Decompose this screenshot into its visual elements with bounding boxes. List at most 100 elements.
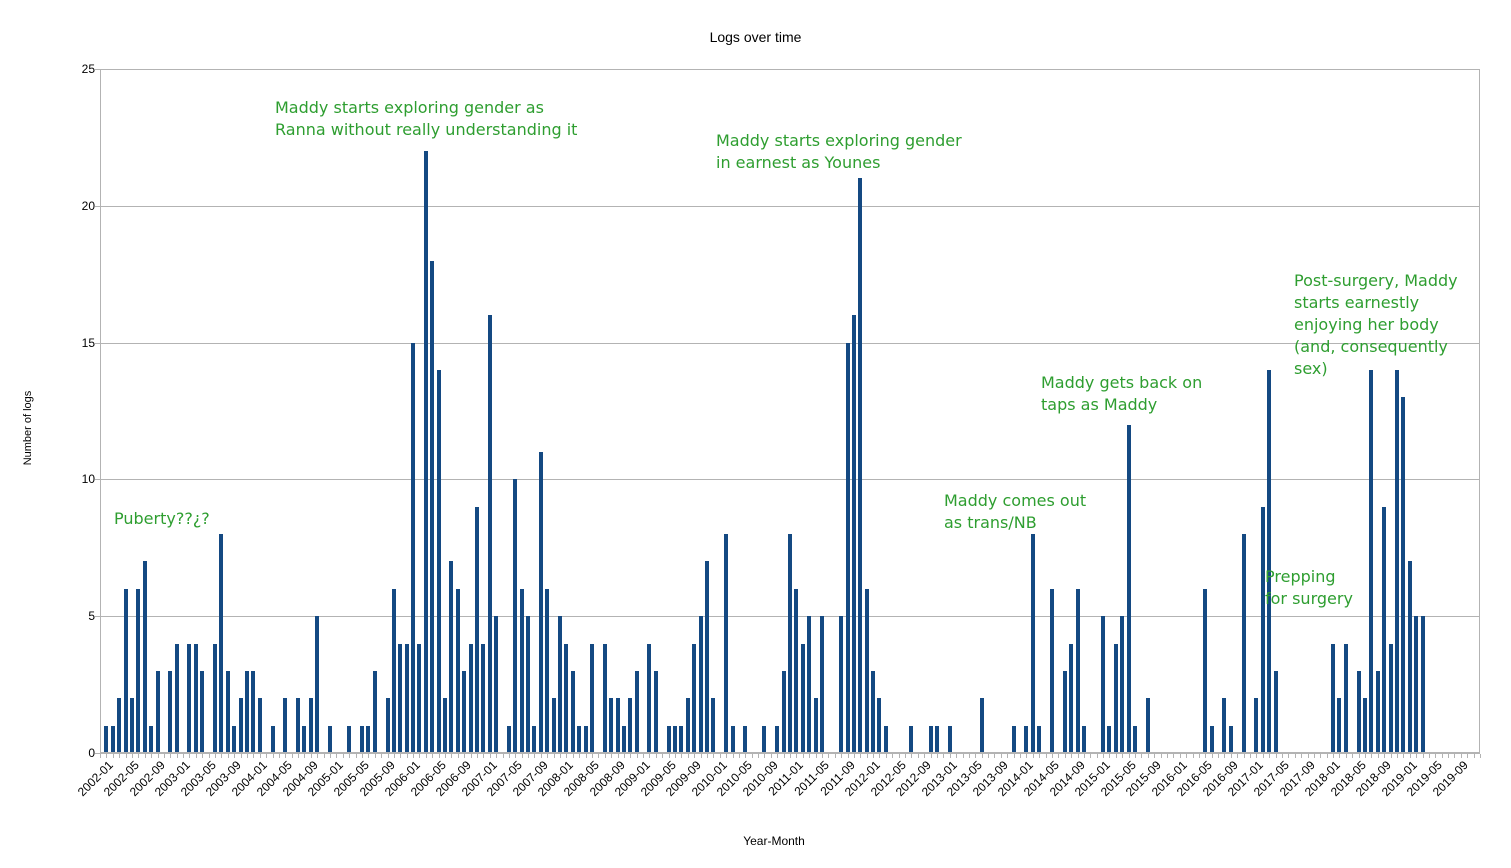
x-tick-mark	[406, 754, 408, 758]
bar-month-97	[724, 534, 729, 753]
annotation-taps: Maddy gets back on taps as Maddy	[1041, 373, 1203, 414]
bar-month-82	[628, 698, 633, 753]
x-tick-mark	[361, 754, 363, 758]
x-tick-mark	[981, 754, 983, 758]
x-tick-mark	[1103, 754, 1105, 758]
x-tick-mark	[988, 754, 990, 758]
bar-month-110	[807, 616, 812, 753]
bar-month-197	[1363, 698, 1367, 753]
x-tick-mark	[183, 754, 185, 758]
bar-month-75	[583, 725, 588, 753]
x-tick-mark	[1205, 754, 1207, 758]
x-tick-mark	[1409, 754, 1411, 758]
x-tick-mark	[700, 754, 702, 758]
x-tick-mark	[1396, 754, 1398, 758]
x-tick-mark	[1051, 754, 1053, 758]
x-tick-mark	[521, 754, 523, 758]
bar-month-35	[328, 725, 332, 753]
bar-month-93	[698, 616, 703, 753]
x-tick-mark	[911, 754, 913, 758]
x-tick-mark	[438, 754, 440, 758]
bar-month-65	[519, 588, 524, 753]
x-tick-mark	[1358, 754, 1360, 758]
bar-month-192	[1331, 643, 1336, 753]
bar-month-108	[794, 588, 799, 753]
bar-month-182	[1267, 369, 1272, 753]
x-tick-mark	[272, 754, 274, 758]
bar-month-61	[494, 616, 499, 753]
x-tick-mark	[1026, 754, 1028, 758]
gridline-y-15	[100, 342, 1480, 344]
bar-month-13	[187, 643, 192, 753]
bar-month-126	[909, 725, 914, 753]
x-tick-mark	[1198, 754, 1200, 758]
annotation-post-surgery: Post-surgery, Maddy starts earnestly enj…	[1294, 271, 1458, 378]
x-tick-mark	[898, 754, 900, 758]
x-tick-mark	[1147, 754, 1149, 758]
y-tick-mark	[95, 616, 100, 618]
x-tick-mark	[694, 754, 696, 758]
bar-month-68	[538, 452, 543, 753]
x-tick-mark	[342, 754, 344, 758]
bar-month-64	[513, 479, 518, 753]
x-tick-mark	[125, 754, 127, 758]
bar-month-21	[238, 698, 243, 753]
x-tick-mark	[713, 754, 715, 758]
x-tick-mark	[790, 754, 791, 758]
x-tick-mark	[349, 754, 351, 758]
x-tick-mark	[227, 754, 229, 758]
bar-month-144	[1024, 725, 1029, 753]
x-tick-mark	[1473, 754, 1475, 758]
x-tick-mark	[879, 754, 881, 758]
x-tick-mark	[1211, 754, 1213, 758]
bar-month-121	[877, 698, 882, 753]
x-tick-mark	[1115, 754, 1117, 758]
x-tick-mark	[943, 754, 945, 758]
x-tick-mark	[598, 754, 600, 758]
bar-month-118	[858, 178, 863, 753]
bar-month-67	[532, 725, 537, 753]
x-tick-mark	[949, 754, 951, 758]
bar-month-94	[704, 561, 709, 753]
x-tick-mark	[572, 754, 574, 758]
x-tick-mark	[323, 754, 325, 758]
x-tick-mark	[706, 754, 708, 758]
x-tick-mark	[847, 754, 849, 758]
bar-month-161	[1133, 725, 1137, 753]
x-tick-mark	[278, 754, 280, 758]
annotation-puberty: Puberty??¿?	[114, 509, 210, 528]
x-tick-mark	[681, 754, 683, 758]
bar-month-3	[123, 588, 128, 753]
x-tick-mark	[1345, 754, 1347, 758]
x-tick-mark	[668, 754, 670, 758]
x-tick-mark	[662, 754, 664, 758]
x-tick-mark	[470, 754, 472, 758]
x-tick-mark	[643, 754, 645, 758]
x-tick-mark	[1428, 754, 1430, 758]
x-tick-mark	[138, 754, 140, 758]
x-tick-mark	[1243, 754, 1245, 758]
x-tick-mark	[496, 754, 498, 758]
x-tick-mark	[1007, 754, 1009, 758]
bar-month-70	[551, 698, 556, 753]
bar-month-145	[1030, 534, 1035, 753]
x-tick-mark	[1064, 754, 1066, 758]
x-tick-mark	[393, 754, 395, 758]
x-tick-mark	[151, 754, 153, 758]
bar-month-119	[864, 588, 869, 753]
x-tick-mark	[834, 754, 836, 758]
bar-month-194	[1343, 643, 1348, 753]
x-tick-mark	[1301, 754, 1303, 758]
x-tick-mark	[905, 754, 906, 758]
plot-area-border	[100, 69, 1480, 753]
x-tick-mark	[1281, 754, 1283, 758]
x-tick-mark	[528, 754, 530, 758]
bar-month-55	[455, 588, 460, 753]
bar-month-71	[558, 616, 562, 753]
x-tick-mark	[540, 754, 542, 758]
x-tick-mark	[195, 754, 197, 758]
x-tick-mark	[821, 754, 823, 758]
x-tick-mark	[1237, 754, 1239, 758]
bar-month-205	[1414, 616, 1419, 753]
y-tick-label: 20	[81, 198, 95, 213]
